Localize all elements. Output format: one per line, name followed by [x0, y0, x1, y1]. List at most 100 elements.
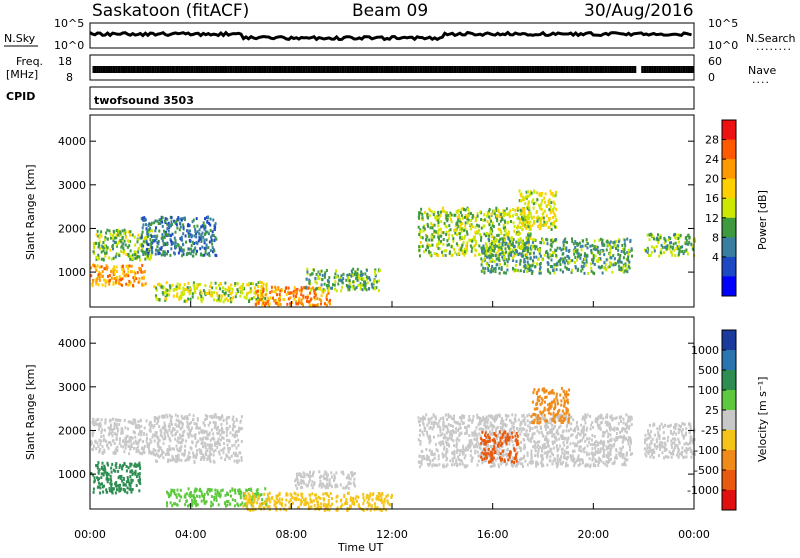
- freq-sample: [658, 66, 659, 73]
- power-cell: [174, 237, 176, 240]
- power-cell: [563, 244, 565, 247]
- velocity-cell: [197, 440, 199, 443]
- power-cell: [670, 245, 672, 248]
- velocity-cell: [209, 454, 211, 457]
- velocity-cell: [344, 502, 346, 505]
- power-cell: [568, 249, 570, 252]
- freq-sample: [162, 66, 163, 73]
- power-cell: [229, 287, 231, 290]
- power-cell: [419, 254, 421, 257]
- power-cell: [438, 238, 440, 241]
- power-cell: [119, 275, 121, 278]
- power-cell: [665, 239, 667, 242]
- velocity-cell: [357, 496, 359, 499]
- velocity-cell: [227, 443, 229, 446]
- freq-sample: [286, 66, 287, 73]
- power-cell: [474, 236, 476, 239]
- power-cell: [418, 226, 420, 229]
- freq-sample: [252, 66, 253, 73]
- power-cell: [614, 244, 616, 247]
- velocity-cell: [110, 480, 112, 483]
- power-cell: [488, 247, 490, 250]
- power-cell: [189, 248, 191, 251]
- power-cell: [674, 233, 676, 236]
- velocity-cell: [352, 473, 354, 476]
- power-cell: [492, 222, 494, 225]
- freq-sample: [352, 66, 353, 73]
- freq-sample: [192, 66, 193, 73]
- power-cell: [521, 247, 523, 250]
- power-cell: [316, 297, 318, 300]
- power-cell: [533, 216, 535, 219]
- power-cell: [486, 215, 488, 218]
- velocity-cell: [545, 428, 547, 431]
- freq-sample: [161, 66, 162, 73]
- power-cell: [532, 259, 534, 262]
- power-cell: [482, 260, 484, 263]
- power-cell: [660, 251, 662, 254]
- power-cell: [213, 291, 215, 294]
- velocity-cell: [108, 433, 110, 436]
- freq-sample: [546, 66, 547, 73]
- power-cell: [321, 294, 323, 297]
- power-cell: [197, 297, 199, 300]
- power-cell: [586, 261, 588, 264]
- power-cell: [568, 268, 570, 271]
- colorbar-swatch: [722, 198, 736, 218]
- velocity-cell: [234, 504, 236, 507]
- power-cell: [514, 245, 516, 248]
- velocity-cell: [227, 416, 229, 419]
- freq-sample: [605, 66, 606, 73]
- power-cell: [184, 300, 186, 303]
- freq-sample: [184, 66, 185, 73]
- velocity-cell: [166, 414, 168, 417]
- velocity-cell: [127, 476, 129, 479]
- power-cell: [651, 245, 653, 248]
- velocity-cell: [211, 448, 213, 451]
- power-cell: [505, 242, 507, 245]
- freq-sample: [207, 66, 208, 73]
- power-cell: [341, 274, 343, 277]
- velocity-cell: [618, 422, 620, 425]
- power-cell: [128, 240, 130, 243]
- velocity-cell: [266, 499, 268, 502]
- power-cell: [149, 258, 151, 261]
- velocity-cell: [137, 445, 139, 448]
- power-cell: [533, 256, 535, 259]
- power-cell: [475, 242, 477, 245]
- freq-sample: [585, 66, 586, 73]
- power-cell: [239, 286, 241, 289]
- velocity-cell: [102, 491, 104, 494]
- power-cell: [306, 268, 308, 271]
- power-cell: [151, 229, 153, 232]
- power-cell: [504, 220, 506, 223]
- power-cell: [246, 297, 248, 300]
- power-cell: [215, 222, 217, 225]
- velocity-cell: [125, 438, 127, 441]
- power-cell: [506, 258, 508, 261]
- power-cell: [441, 251, 443, 254]
- power-cell: [111, 258, 113, 261]
- power-cell: [464, 225, 466, 228]
- freq-sample: [96, 66, 97, 73]
- freq-sample: [201, 66, 202, 73]
- power-cell: [445, 233, 447, 236]
- freq-sample: [629, 66, 630, 73]
- power-cell: [606, 248, 608, 251]
- power-cell: [120, 241, 122, 244]
- freq-sample: [498, 66, 499, 73]
- velocity-cell: [112, 428, 114, 431]
- power-cell: [498, 214, 500, 217]
- power-cell: [125, 273, 127, 276]
- power-cell: [513, 221, 515, 224]
- velocity-cell: [149, 429, 151, 432]
- power-cell: [188, 234, 190, 237]
- freq-sample: [95, 66, 96, 73]
- freq-sample: [537, 66, 538, 73]
- velocity-cell: [218, 503, 220, 506]
- power-cell: [422, 245, 424, 248]
- velocity-cell: [202, 441, 204, 444]
- power-cell: [365, 282, 367, 285]
- power-cell: [194, 228, 196, 231]
- power-cell: [459, 224, 461, 227]
